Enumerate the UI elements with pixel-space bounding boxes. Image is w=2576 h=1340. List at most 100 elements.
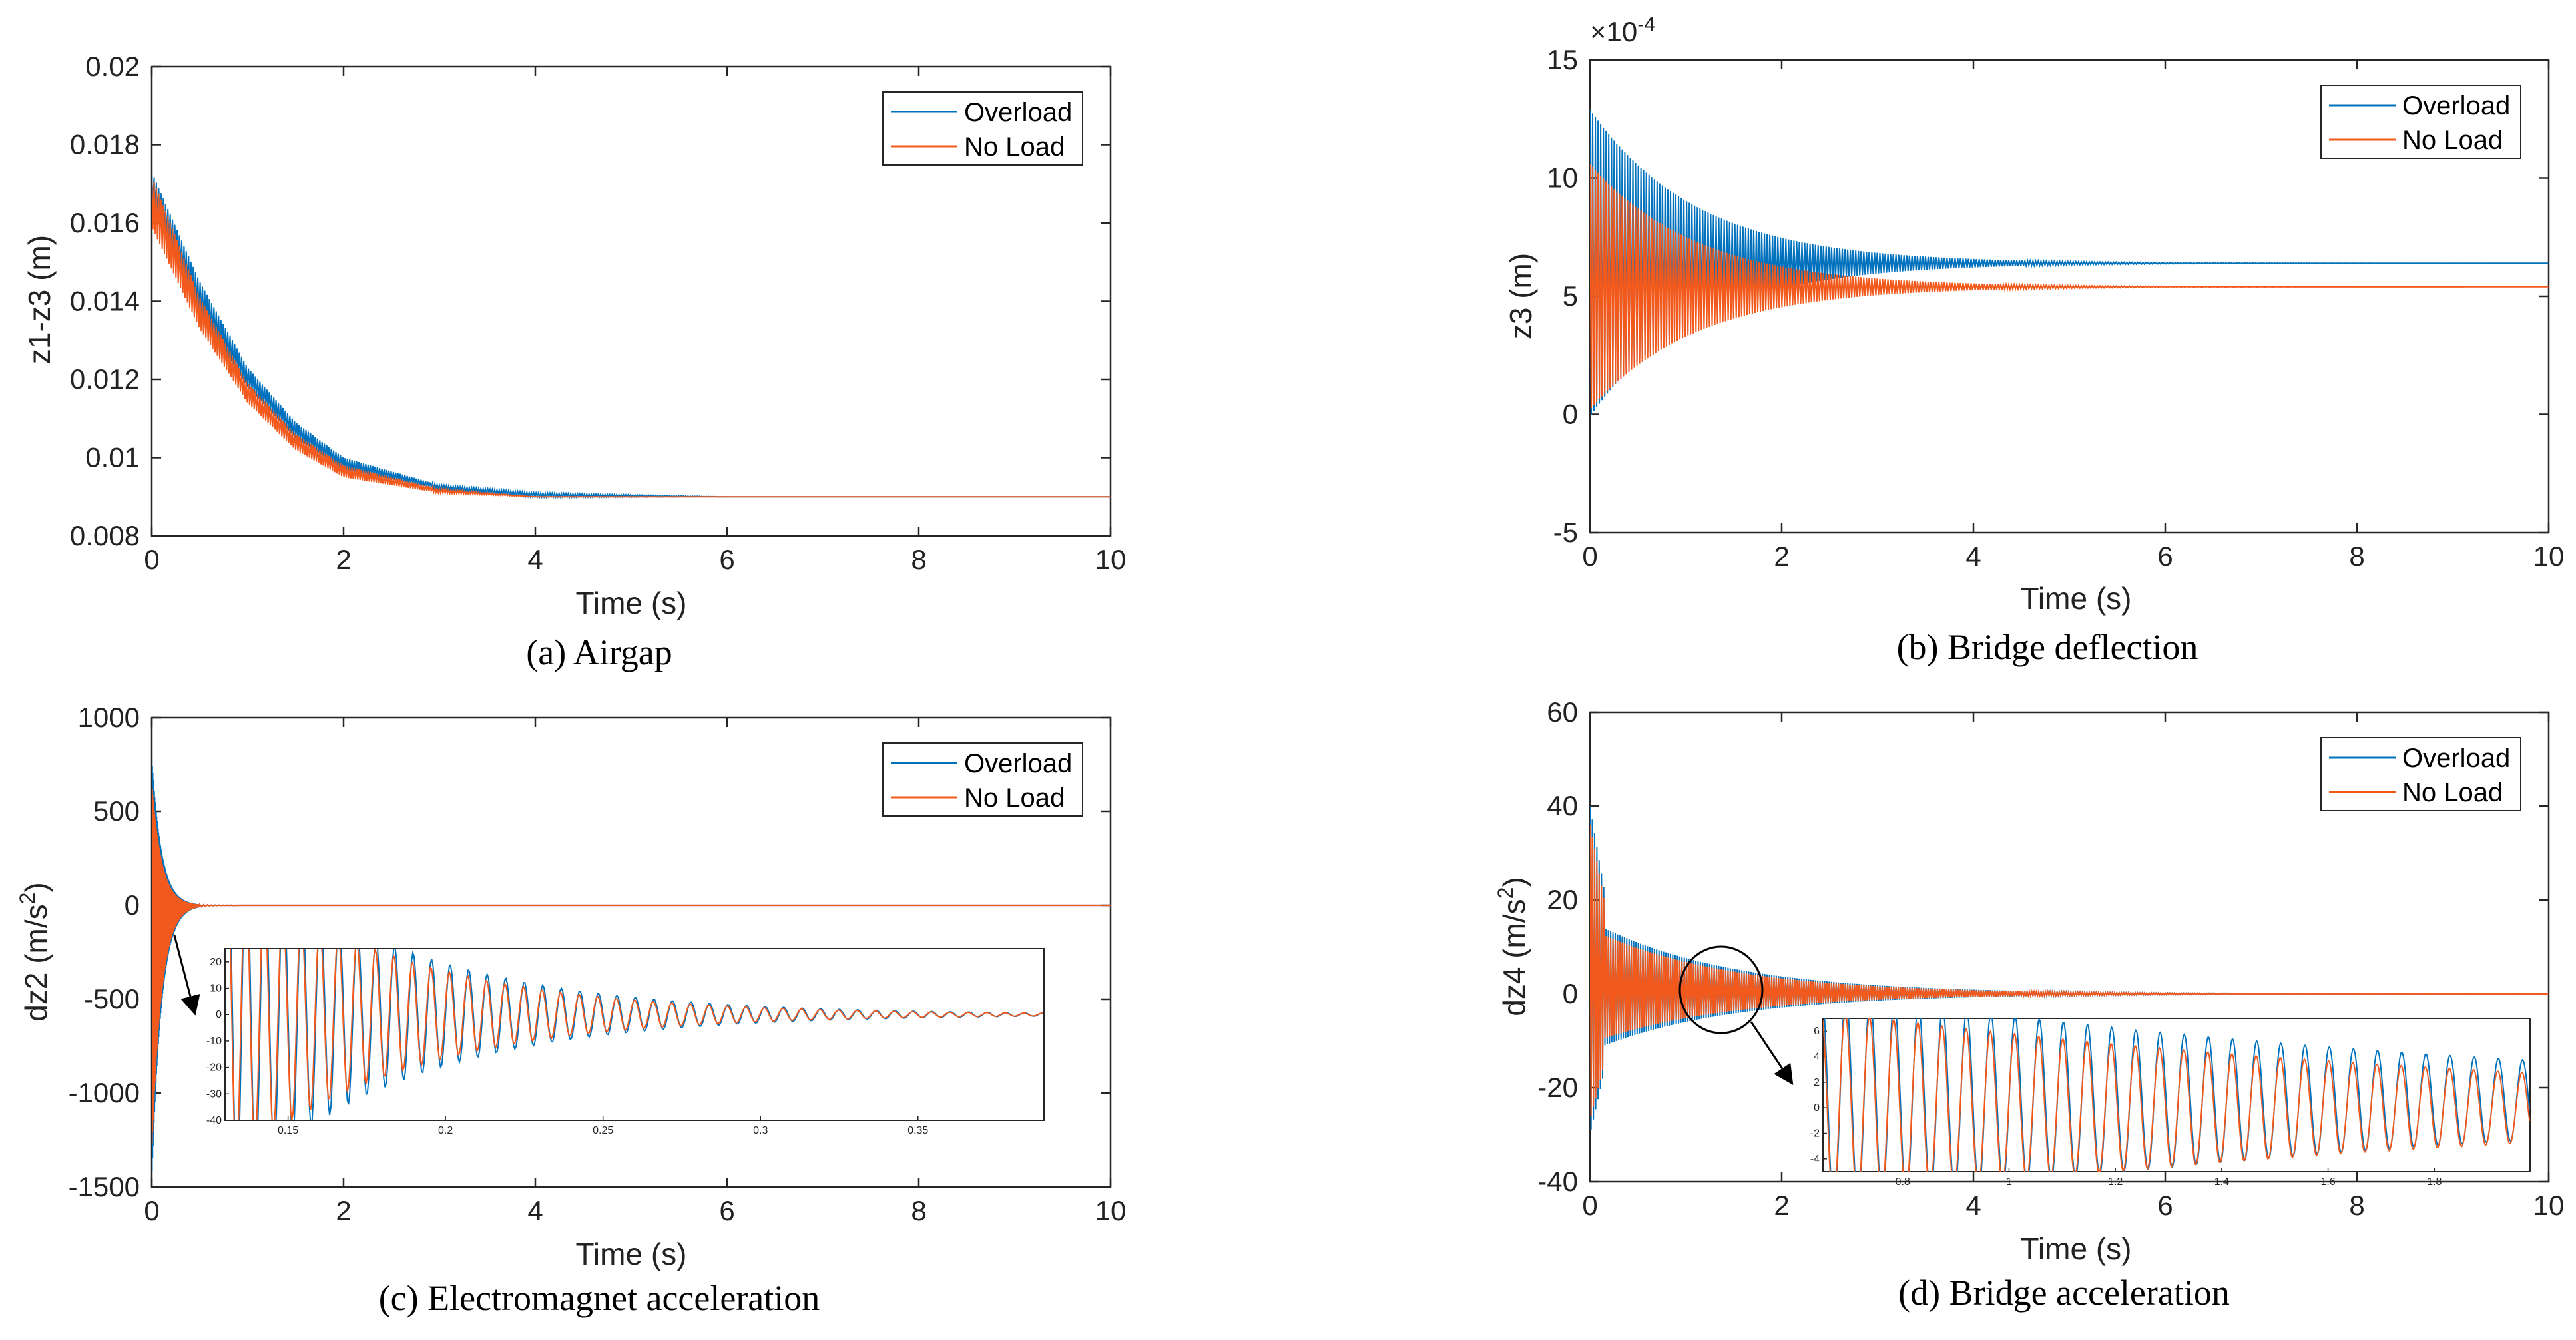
x-tick-label: 4: [1965, 541, 1981, 572]
y-tick-label: -1500: [69, 1171, 140, 1202]
inset-y-tick-label: 10: [210, 983, 222, 995]
x-tick-label: 2: [1774, 1190, 1789, 1221]
x-tick-label: 8: [911, 1195, 926, 1226]
x-tick-label: 4: [1965, 1190, 1981, 1221]
legend-label-overload: Overload: [2402, 744, 2510, 773]
legend-label-overload: Overload: [964, 749, 1072, 778]
ylabel-bridge-acceleration: dz4 (m/s2): [1493, 877, 1531, 1016]
inset-x-tick-label: 1.4: [2214, 1176, 2229, 1188]
x-tick-label: 4: [527, 1195, 543, 1226]
legend-label-noload: No Load: [2402, 778, 2503, 807]
inset-pointer-arrow: [173, 935, 200, 1016]
x-tick-label: 8: [911, 544, 926, 575]
inset-x-tick-label: 1.8: [2427, 1176, 2442, 1188]
inset-series-noload: [1823, 1018, 2530, 1172]
inset-y-tick-label: 0: [216, 1009, 222, 1020]
y-tick-label: 1000: [78, 702, 140, 733]
x-tick-label: 2: [336, 1195, 351, 1226]
x-tick-label: 4: [527, 544, 543, 575]
legend: Overload No Load: [2320, 737, 2521, 811]
legend-box: [882, 742, 1083, 817]
x-tick-label: 0: [1582, 541, 1597, 572]
x-tick-label: 6: [719, 1195, 734, 1226]
x-tick-label: 10: [1095, 1195, 1127, 1226]
x-tick-label: 6: [2157, 541, 2173, 572]
y-tick-label: 0.014: [70, 286, 140, 317]
inset-x-tick-label: 0.8: [1896, 1176, 1910, 1188]
inset-zoom: 0.15 0.2 0.25 0.3 0.35 20 10 0 -10 -20 -30 -40: [206, 948, 1045, 1136]
chart-bridge-acceleration: (d) Bridge acceleration Time (s) dz4 (m/…: [1493, 696, 2564, 1313]
inset-series-noload: [230, 949, 1043, 1120]
x-tick-label: 6: [719, 544, 734, 575]
legend: Overload No Load: [2320, 85, 2521, 159]
y-tick-label: 40: [1547, 790, 1578, 821]
inset-y-tick-label: -10: [206, 1036, 222, 1047]
x-tick-label: 8: [2349, 1190, 2364, 1221]
xlabel-airgap: Time (s): [576, 586, 687, 620]
legend-label-overload: Overload: [964, 98, 1072, 127]
series-line-noload: [152, 783, 1111, 1144]
y-tick-label: 0.008: [70, 520, 140, 551]
exponent-base: ×10: [1590, 16, 1637, 47]
x-tick-label: 2: [336, 544, 351, 575]
inset-x-tick-label: 0.35: [907, 1125, 928, 1136]
y-tick-label: 0.01: [85, 442, 140, 473]
y-tick-label: -500: [84, 983, 140, 1014]
inset-y-tick-label: 6: [1814, 1026, 1820, 1037]
y-tick-label: 15: [1547, 44, 1578, 75]
chart-electromagnet-acceleration: (c) Electromagnet acceleration Time (s) …: [15, 702, 1126, 1318]
y-tick-label: -40: [1537, 1166, 1578, 1197]
x-tick-label: 0: [144, 1195, 159, 1226]
y-tick-label: 60: [1547, 696, 1578, 728]
y-tick-label: 0.012: [70, 363, 140, 395]
legend: Overload No Load: [882, 742, 1083, 817]
legend: Overload No Load: [882, 91, 1083, 166]
legend-label-noload: No Load: [964, 132, 1065, 162]
exponent-label: ×10-4: [1590, 13, 1655, 47]
chart-bridge-deflection: (b) Bridge deflection Time (s) z3 (m) ×1…: [1503, 13, 2564, 667]
inset-y-tick-label: 0: [1814, 1102, 1820, 1114]
ylabel-sup: 2: [1493, 887, 1517, 899]
inset-x-tick-label: 1.2: [2108, 1176, 2123, 1188]
series-line-noload: [1590, 164, 2549, 409]
legend-box: [2320, 737, 2521, 811]
caption-bridge-acceleration: (d) Bridge acceleration: [1898, 1273, 2230, 1313]
series-line-noload: [152, 176, 1111, 498]
y-tick-label: 500: [93, 795, 140, 827]
y-tick-label: 0: [1563, 978, 1578, 1009]
y-tick-label: 5: [1563, 280, 1578, 312]
inset-y-tick-label: -4: [1810, 1154, 1820, 1165]
y-tick-label: -20: [1537, 1072, 1578, 1103]
legend-label-noload: No Load: [2402, 126, 2503, 155]
x-tick-label: 2: [1774, 541, 1789, 572]
legend-box: [882, 91, 1083, 166]
inset-x-tick-label: 0.3: [753, 1125, 768, 1136]
caption-bridge-deflection: (b) Bridge deflection: [1897, 627, 2198, 667]
legend-box: [2320, 85, 2521, 159]
inset-y-tick-label: 20: [210, 957, 222, 968]
zoom-circle: [1678, 945, 1764, 1034]
inset-x-tick-label: 1.6: [2320, 1176, 2335, 1188]
xlabel-electromagnet-acceleration: Time (s): [576, 1237, 687, 1271]
ylabel-end: ): [19, 882, 53, 892]
y-tick-label: 10: [1547, 162, 1578, 194]
x-tick-label: 10: [2533, 1190, 2565, 1221]
inset-y-tick-label: -2: [1810, 1128, 1820, 1140]
inset-x-tick-label: 0.2: [438, 1125, 453, 1136]
ylabel-text: dz2 (m/s: [19, 904, 53, 1021]
inset-pointer-arrow: [1750, 1021, 1794, 1085]
inset-x-tick-label: 1: [2006, 1176, 2012, 1188]
y-tick-label: 0.018: [70, 129, 140, 160]
y-tick-label: 0: [125, 889, 140, 921]
y-tick-label: 0.02: [85, 51, 140, 82]
legend-label-overload: Overload: [2402, 91, 2510, 120]
ylabel-end: ): [1497, 877, 1531, 887]
x-tick-label: 6: [2157, 1190, 2173, 1221]
exponent-power: -4: [1637, 13, 1655, 35]
xlabel-bridge-acceleration: Time (s): [2021, 1231, 2132, 1266]
ylabel-text: dz4 (m/s: [1497, 899, 1531, 1016]
caption-airgap: (a) Airgap: [526, 632, 672, 672]
inset-y-tick-label: 2: [1814, 1077, 1820, 1088]
y-tick-label: 20: [1547, 884, 1578, 915]
